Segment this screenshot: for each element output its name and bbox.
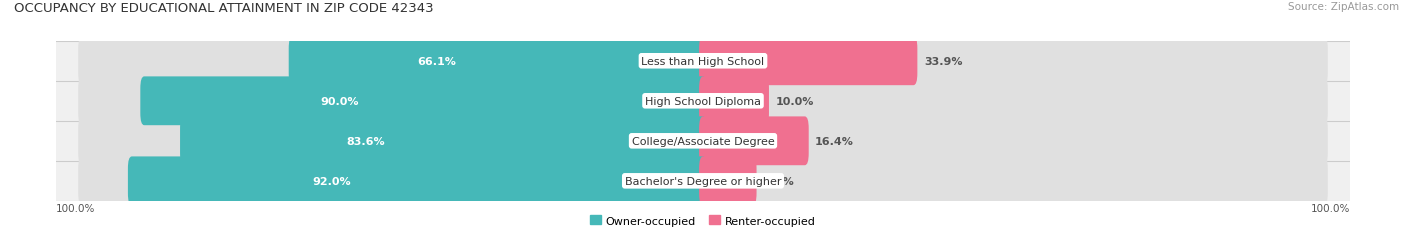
Text: 16.4%: 16.4% <box>815 136 853 146</box>
FancyBboxPatch shape <box>79 117 1327 165</box>
FancyBboxPatch shape <box>79 157 1327 205</box>
FancyBboxPatch shape <box>699 117 808 165</box>
FancyBboxPatch shape <box>128 157 707 205</box>
Text: Less than High School: Less than High School <box>641 57 765 67</box>
Text: High School Diploma: High School Diploma <box>645 96 761 106</box>
Text: Source: ZipAtlas.com: Source: ZipAtlas.com <box>1288 2 1399 12</box>
Text: College/Associate Degree: College/Associate Degree <box>631 136 775 146</box>
Text: 83.6%: 83.6% <box>346 136 385 146</box>
Text: 92.0%: 92.0% <box>312 176 352 186</box>
Text: 10.0%: 10.0% <box>776 96 814 106</box>
FancyBboxPatch shape <box>141 77 707 126</box>
FancyBboxPatch shape <box>180 117 707 165</box>
Text: 8.0%: 8.0% <box>763 176 794 186</box>
Legend: Owner-occupied, Renter-occupied: Owner-occupied, Renter-occupied <box>586 211 820 230</box>
Text: 100.0%: 100.0% <box>1310 204 1350 213</box>
Text: OCCUPANCY BY EDUCATIONAL ATTAINMENT IN ZIP CODE 42343: OCCUPANCY BY EDUCATIONAL ATTAINMENT IN Z… <box>14 2 433 15</box>
FancyBboxPatch shape <box>699 37 917 86</box>
Text: 33.9%: 33.9% <box>924 57 962 67</box>
Text: 90.0%: 90.0% <box>321 96 359 106</box>
Text: 100.0%: 100.0% <box>56 204 96 213</box>
Text: Bachelor's Degree or higher: Bachelor's Degree or higher <box>624 176 782 186</box>
FancyBboxPatch shape <box>79 77 1327 126</box>
Text: 66.1%: 66.1% <box>416 57 456 67</box>
FancyBboxPatch shape <box>288 37 707 86</box>
FancyBboxPatch shape <box>699 157 756 205</box>
FancyBboxPatch shape <box>699 77 769 126</box>
FancyBboxPatch shape <box>79 37 1327 86</box>
